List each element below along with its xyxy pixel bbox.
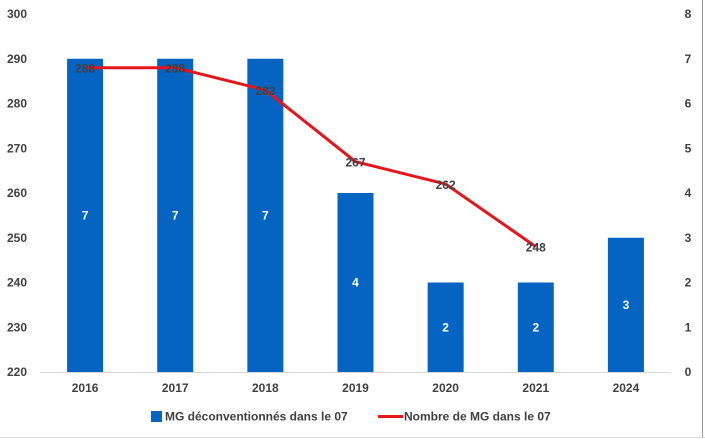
right-tick-label: 2 — [685, 276, 692, 290]
bar-series — [67, 58, 644, 372]
right-tick-label: 3 — [685, 231, 692, 245]
bar-label-2016: 7 — [82, 208, 89, 222]
x-axis: 2016 2017 2018 2019 2020 2021 2024 — [72, 381, 640, 395]
bar-label-2017: 7 — [172, 208, 179, 222]
bar-label-2024: 3 — [623, 298, 630, 312]
left-tick-label: 270 — [7, 141, 27, 155]
line-nombre-mg — [85, 66, 537, 248]
right-tick-label: 4 — [685, 186, 692, 200]
line-data-labels: 288 288 283 267 262 248 — [75, 62, 546, 255]
legend-label-line: Nombre de MG dans le 07 — [404, 410, 551, 424]
line-label-2019: 267 — [345, 156, 365, 170]
bar-2018 — [247, 58, 284, 372]
left-tick-label: 280 — [7, 97, 27, 111]
x-tick-label: 2016 — [72, 381, 99, 395]
bar-2021 — [517, 282, 554, 372]
line-label-2021: 248 — [526, 241, 546, 255]
bar-2019 — [337, 193, 374, 372]
x-tick-label: 2018 — [252, 381, 279, 395]
right-tick-label: 8 — [685, 7, 692, 21]
bar-label-2021: 2 — [532, 320, 539, 334]
x-tick-label: 2021 — [522, 381, 549, 395]
right-tick-label: 0 — [685, 365, 692, 379]
bar-2016 — [67, 58, 104, 372]
legend-swatch-bars — [151, 411, 162, 422]
line-label-2016: 288 — [75, 62, 95, 76]
left-tick-label: 220 — [7, 365, 27, 379]
right-tick-label: 1 — [685, 320, 692, 334]
x-tick-label: 2019 — [342, 381, 369, 395]
bar-label-2019: 4 — [352, 276, 359, 290]
line-series — [85, 66, 537, 248]
left-tick-label: 300 — [7, 7, 27, 21]
bar-2017 — [157, 58, 194, 372]
bar-2024 — [607, 237, 644, 372]
bar-label-2018: 7 — [262, 208, 269, 222]
bar-2020 — [427, 282, 464, 372]
x-tick-label: 2017 — [162, 381, 189, 395]
legend-label-bars: MG déconventionnés dans le 07 — [165, 410, 348, 424]
legend: MG déconventionnés dans le 07 Nombre de … — [151, 410, 551, 424]
x-tick-label: 2024 — [613, 381, 640, 395]
x-tick-label: 2020 — [432, 381, 459, 395]
right-tick-label: 5 — [685, 141, 692, 155]
left-tick-label: 250 — [7, 231, 27, 245]
bar-label-2020: 2 — [442, 320, 449, 334]
line-label-2018: 283 — [255, 84, 275, 98]
left-tick-label: 240 — [7, 276, 27, 290]
left-tick-label: 290 — [7, 52, 27, 66]
right-tick-label: 7 — [685, 52, 692, 66]
line-label-2017: 288 — [165, 62, 185, 76]
left-tick-label: 230 — [7, 320, 27, 334]
bar-data-labels: 7 7 7 4 2 2 3 — [82, 208, 630, 334]
left-tick-label: 260 — [7, 186, 27, 200]
left-axis: 220 230 240 250 260 270 280 290 300 — [7, 7, 27, 379]
right-axis: 0 1 2 3 4 5 6 7 8 — [685, 7, 692, 379]
right-tick-label: 6 — [685, 97, 692, 111]
line-label-2020: 262 — [436, 178, 456, 192]
